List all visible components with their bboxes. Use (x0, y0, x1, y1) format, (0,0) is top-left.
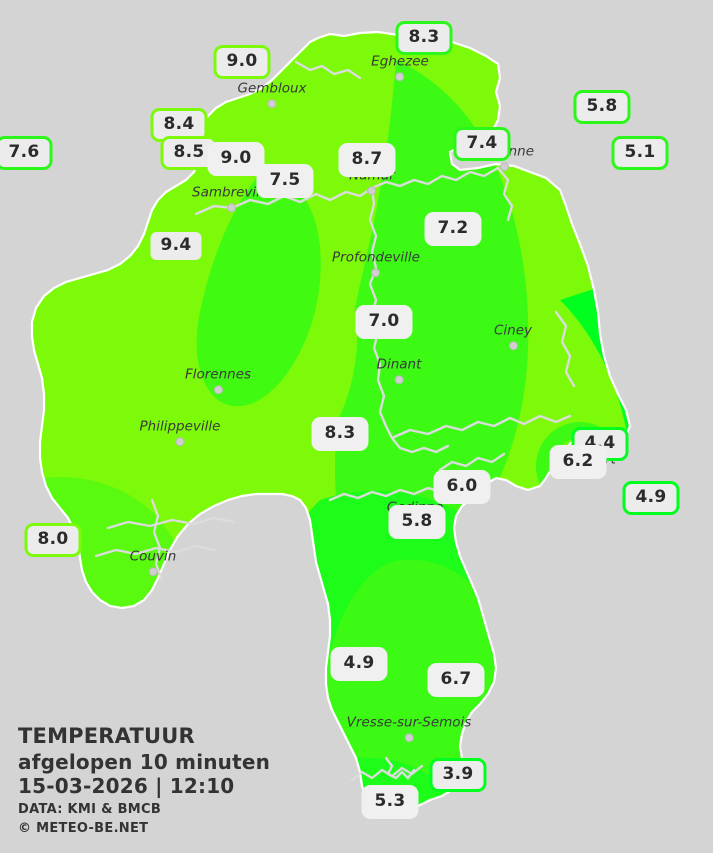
legend-data-source: DATA: KMI & BMCB (18, 802, 162, 818)
map-legend: TEMPERATUUR afgelopen 10 minuten 15-03-2… (18, 724, 270, 839)
city-marker-dot (227, 202, 237, 212)
city-label: Florennes (185, 368, 251, 394)
temperature-badge[interactable]: 8.3 (311, 417, 369, 451)
temperature-badge[interactable]: 7.0 (355, 305, 413, 339)
legend-subtitle: afgelopen 10 minuten (18, 749, 271, 774)
temperature-badge[interactable]: 7.5 (256, 164, 314, 198)
legend-title: TEMPERATUUR (18, 723, 195, 748)
city-label: Gembloux (237, 80, 307, 108)
city-marker-dot (394, 374, 404, 384)
city-name: Couvin (129, 548, 177, 565)
city-marker-dot (148, 566, 158, 576)
temperature-badge[interactable]: 4.9 (622, 481, 680, 515)
temperature-badge[interactable]: 8.7 (338, 143, 396, 177)
temperature-badge[interactable]: 5.3 (361, 785, 419, 819)
temperature-badge[interactable]: 6.0 (433, 470, 491, 504)
city-marker-dot (404, 732, 414, 742)
city-marker-dot (508, 340, 518, 350)
temperature-badge[interactable]: 7.2 (424, 212, 482, 246)
temperature-badge[interactable]: 9.0 (207, 142, 265, 176)
city-name: Eghezee (371, 53, 429, 70)
temperature-badge[interactable]: 7.6 (0, 136, 53, 170)
city-marker-dot (213, 384, 223, 394)
city-name: Vresse-sur-Semois (346, 714, 472, 731)
city-label: Ciney (494, 324, 532, 350)
city-marker-dot (499, 161, 509, 171)
city-label: Dinant (376, 356, 422, 384)
temperature-badge[interactable]: 9.0 (213, 45, 271, 79)
city-name: Gembloux (237, 80, 307, 97)
temperature-badge[interactable]: 5.8 (573, 90, 631, 124)
city-name: Ciney (493, 322, 533, 339)
city-label: Eghezee (371, 55, 429, 81)
city-marker-dot (395, 71, 405, 81)
city-marker-dot (175, 436, 185, 446)
city-label: Couvin (129, 548, 177, 576)
legend-datetime: 15-03-2026 | 12:10 (18, 773, 235, 798)
legend-copyright: © METEO-BE.NET (18, 821, 149, 837)
city-marker-dot (367, 185, 377, 195)
city-label: Profondeville (332, 251, 420, 277)
city-marker-dot (267, 98, 277, 108)
city-marker-dot (371, 267, 381, 277)
city-name: Profondeville (332, 249, 420, 266)
city-label: Vresse-sur-Semois (346, 714, 472, 742)
city-name: Sambreville (192, 184, 272, 201)
temperature-badge[interactable]: 8.3 (395, 21, 453, 55)
city-name: Florennes (184, 366, 252, 383)
city-label: Sambreville (192, 186, 272, 212)
temperature-badge[interactable]: 6.7 (427, 663, 485, 697)
temperature-badge[interactable]: 3.9 (429, 758, 487, 792)
temperature-badge[interactable]: 5.1 (611, 136, 669, 170)
province-boundary (30, 30, 632, 818)
temperature-badge[interactable]: 8.0 (24, 523, 82, 557)
temperature-badge[interactable]: 9.4 (147, 229, 205, 263)
city-label: Philippeville (139, 418, 221, 446)
temperature-badge[interactable]: 5.8 (388, 505, 446, 539)
temperature-badge[interactable]: 4.9 (330, 647, 388, 681)
temperature-badge[interactable]: 6.2 (549, 445, 607, 479)
city-name: Philippeville (139, 418, 221, 435)
temperature-badge[interactable]: 7.4 (453, 127, 511, 161)
city-name: Dinant (376, 356, 422, 373)
